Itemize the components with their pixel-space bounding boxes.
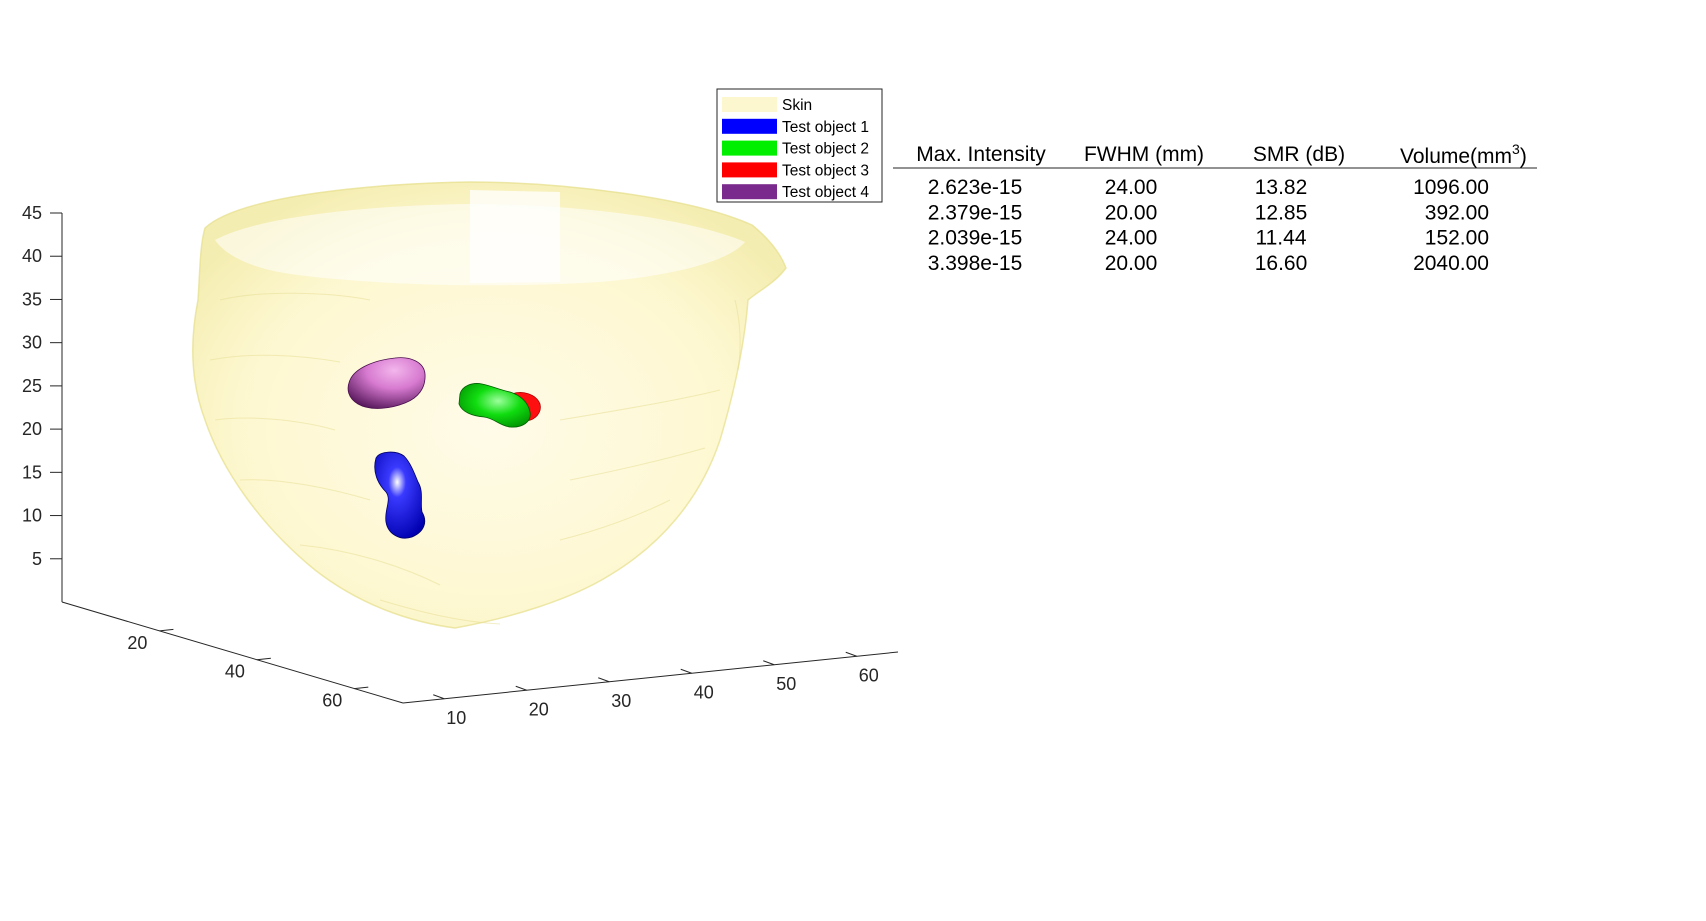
test-objects bbox=[347, 357, 541, 539]
legend-swatch bbox=[722, 162, 777, 178]
z-tick-label: 40 bbox=[22, 246, 42, 266]
table-header: Max. Intensity FWHM (mm) SMR (dB) Volume… bbox=[916, 141, 1527, 168]
table-cell: 20.00 bbox=[1105, 252, 1158, 275]
y-tick-label: 60 bbox=[322, 691, 342, 711]
legend-label: Test object 1 bbox=[782, 119, 869, 136]
x-tick-mark bbox=[515, 685, 527, 691]
table-cell: 3.398e-15 bbox=[928, 252, 1023, 275]
table-cell: 12.85 bbox=[1255, 201, 1308, 224]
table-cell: 16.60 bbox=[1255, 252, 1308, 275]
table-cell: 13.82 bbox=[1255, 176, 1308, 199]
skin-rim-strip bbox=[470, 190, 560, 283]
header-volume-superscript: 3 bbox=[1512, 141, 1520, 157]
header-volume-text: Volume(mm bbox=[1400, 145, 1512, 168]
x-tick-label: 60 bbox=[859, 665, 879, 685]
legend-label: Test object 4 bbox=[782, 184, 869, 201]
z-tick-label: 25 bbox=[22, 376, 42, 396]
table-cell: 20.00 bbox=[1105, 201, 1158, 224]
x-tick-label: 20 bbox=[529, 699, 549, 719]
legend-label: Test object 2 bbox=[782, 141, 869, 158]
table-cell: 2040.00 bbox=[1413, 252, 1489, 275]
y-tick-mark bbox=[256, 657, 271, 661]
legend-swatch bbox=[722, 118, 777, 134]
x-tick-mark bbox=[845, 651, 857, 657]
header-volume-close: ) bbox=[1520, 145, 1527, 168]
legend-swatch bbox=[722, 97, 777, 112]
table-cell: 1096.00 bbox=[1413, 176, 1489, 199]
test-object-2-blob bbox=[458, 383, 531, 428]
z-tick-label: 45 bbox=[22, 203, 42, 223]
y-tick-label: 40 bbox=[225, 662, 245, 682]
y-axis-ticks: 20 40 60 bbox=[127, 628, 369, 711]
legend: Skin Test object 1 Test object 2 Test objec… bbox=[716, 88, 883, 203]
test-object-1-blob bbox=[374, 451, 426, 539]
header-volume: Volume(mm3) bbox=[1400, 141, 1527, 168]
x-tick-label: 10 bbox=[446, 708, 466, 728]
y-tick-label: 20 bbox=[127, 633, 147, 653]
table-cell: 2.039e-15 bbox=[928, 227, 1023, 250]
z-tick-label: 10 bbox=[22, 506, 42, 526]
axes: 5 10 15 20 25 30 35 40 45 20 40 60 10 20 30 40 50 60 bbox=[22, 203, 899, 728]
x-tick-label: 50 bbox=[776, 674, 796, 694]
table-cell: 2.623e-15 bbox=[928, 176, 1023, 199]
header-fwhm: FWHM (mm) bbox=[1084, 143, 1204, 166]
test-object-4-blob bbox=[347, 357, 426, 409]
x-tick-mark bbox=[598, 677, 610, 683]
x-axis-line bbox=[402, 651, 899, 704]
legend-label: Test object 3 bbox=[782, 162, 869, 179]
table-cell: 2.379e-15 bbox=[928, 201, 1023, 224]
legend-label: Skin bbox=[782, 97, 812, 114]
legend-swatch bbox=[722, 184, 777, 200]
z-tick-label: 35 bbox=[22, 289, 42, 309]
y-axis-line bbox=[61, 601, 404, 704]
table-cell: 24.00 bbox=[1105, 176, 1158, 199]
x-tick-label: 30 bbox=[611, 691, 631, 711]
stats-table: Max. Intensity FWHM (mm) SMR (dB) Volume… bbox=[893, 141, 1537, 275]
x-tick-mark bbox=[433, 694, 445, 700]
table-cell: 11.44 bbox=[1256, 227, 1307, 250]
x-tick-mark bbox=[680, 668, 692, 674]
y-tick-mark bbox=[354, 686, 369, 690]
table-cell: 24.00 bbox=[1105, 227, 1158, 250]
table-cell: 392.00 bbox=[1425, 201, 1489, 224]
x-tick-mark bbox=[763, 660, 775, 666]
legend-swatch bbox=[722, 140, 777, 156]
header-max-intensity: Max. Intensity bbox=[916, 143, 1046, 166]
x-tick-label: 40 bbox=[694, 682, 714, 702]
header-smr: SMR (dB) bbox=[1253, 143, 1345, 166]
z-axis-ticks: 5 10 15 20 25 30 35 40 45 bbox=[22, 203, 62, 569]
z-tick-label: 5 bbox=[32, 549, 42, 569]
table-rows: 2.623e-15 24.00 13.82 1096.00 2.379e-15 20.00… bbox=[928, 176, 1489, 275]
z-tick-label: 15 bbox=[22, 462, 42, 482]
z-tick-label: 30 bbox=[22, 333, 42, 353]
legend-items: Skin Test object 1 Test object 2 Test objec… bbox=[722, 97, 869, 201]
z-tick-label: 20 bbox=[22, 419, 42, 439]
skin-contour-lines bbox=[209, 292, 741, 625]
x-axis-ticks: 10 20 30 40 50 60 bbox=[433, 651, 879, 728]
table-cell: 152.00 bbox=[1425, 227, 1489, 250]
y-tick-mark bbox=[159, 628, 174, 632]
